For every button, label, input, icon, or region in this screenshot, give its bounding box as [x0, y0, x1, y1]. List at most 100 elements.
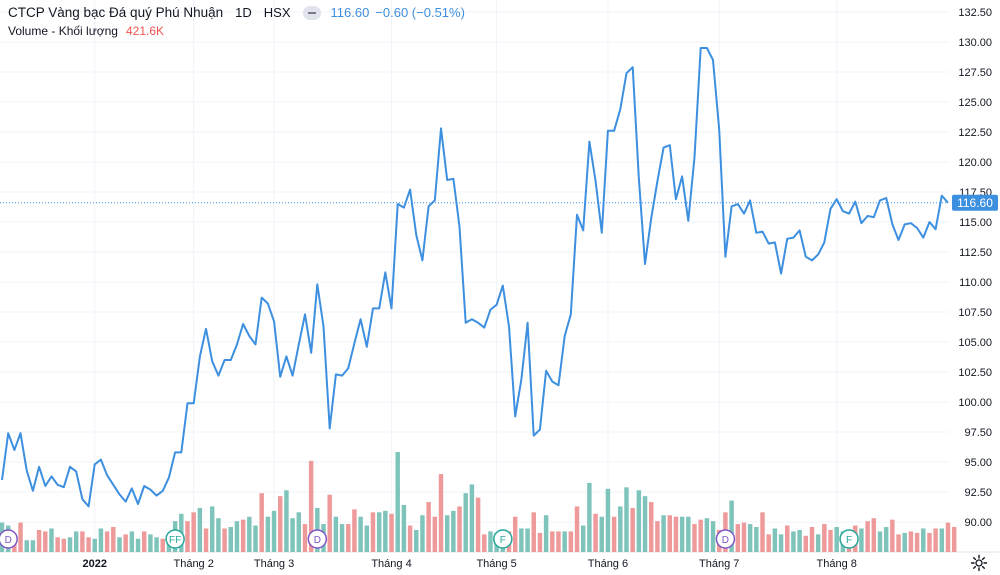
volume-bar [537, 532, 543, 552]
volume-bar [611, 516, 617, 552]
volume-bar [482, 534, 487, 552]
x-tick-label: 2022 [83, 558, 107, 570]
interval-label[interactable]: 1D [235, 5, 252, 20]
volume-bar [933, 528, 938, 552]
event-marker-label: D [5, 535, 12, 546]
volume-bar [86, 537, 91, 552]
event-marker-label: F [846, 535, 852, 546]
x-tick-label: Tháng 8 [817, 558, 857, 570]
volume-bar [661, 515, 666, 552]
volume-bar [883, 527, 889, 552]
y-tick-label: 132.50 [958, 7, 992, 19]
volume-bar [568, 531, 574, 552]
volume-bar [828, 529, 833, 552]
volume-bar [129, 531, 135, 552]
volume-bar [667, 515, 672, 552]
volume-bar [797, 529, 802, 552]
volume-label: Volume - Khối lượng [8, 24, 118, 38]
last-price-tag: 116.60 [952, 194, 998, 211]
volume-bar [822, 524, 827, 552]
event-marker[interactable]: D [0, 529, 18, 549]
y-tick-label: 105.00 [958, 337, 992, 349]
symbol-row: CTCP Vàng bạc Đá quý Phú Nhuận 1D HSX 11… [8, 4, 465, 22]
volume-bar [346, 524, 351, 552]
volume-bar [401, 504, 407, 552]
volume-bar [914, 532, 920, 552]
volume-row: Volume - Khối lượng 421.6K [8, 22, 465, 40]
volume-bar [834, 527, 839, 552]
volume-bar [36, 529, 42, 552]
volume-bar [414, 529, 419, 552]
volume-bar [908, 531, 914, 552]
volume-bar [247, 516, 252, 552]
volume-bar [364, 525, 370, 552]
gear-icon[interactable] [970, 554, 988, 572]
volume-bar [383, 510, 388, 552]
volume-bar [815, 534, 821, 552]
volume-bar [463, 493, 468, 552]
volume-bar [197, 507, 203, 552]
volume-bar [296, 512, 302, 552]
y-tick-label: 112.50 [959, 247, 992, 259]
volume-bar [278, 496, 283, 552]
volume-bar [754, 527, 759, 552]
volume-bar [228, 527, 233, 552]
volume-bar [98, 528, 104, 552]
volume-bar [185, 521, 190, 552]
y-tick-label: 95.00 [964, 457, 992, 469]
volume-bar [141, 531, 147, 552]
time-axis: 2022 Tháng 2 Tháng 3 Tháng 4 Tháng 5 Tháng 6 T… [83, 558, 857, 570]
volume-bar [154, 537, 159, 552]
volume-bar [927, 532, 932, 552]
y-tick-label: 130.00 [958, 37, 992, 49]
y-tick-label: 120.00 [958, 157, 992, 169]
event-marker[interactable]: D [715, 529, 736, 549]
volume-bar [593, 513, 598, 552]
volume-bar [747, 524, 753, 552]
event-marker-label: D [314, 535, 321, 546]
volume-bar [871, 518, 877, 552]
volume-bar [308, 460, 314, 552]
volume-bar [438, 474, 444, 552]
price-line [1, 47, 949, 508]
volume-bar [444, 515, 450, 552]
volume-bar [271, 510, 277, 552]
volume-bar [209, 506, 215, 552]
volume-bar [890, 519, 895, 552]
volume-bar [778, 534, 784, 552]
event-marker[interactable]: FF [165, 529, 185, 549]
volume-bar [451, 510, 456, 552]
collapse-toggle-icon[interactable] [302, 6, 321, 20]
volume-bar [605, 488, 611, 552]
y-tick-label: 107.50 [958, 307, 992, 319]
volume-bar [741, 522, 747, 552]
event-marker[interactable]: D [307, 529, 328, 549]
event-marker[interactable]: F [839, 529, 859, 549]
volume-bar [809, 527, 815, 552]
volume-bar [327, 494, 332, 552]
volume-bar [61, 538, 67, 552]
volume-bar [395, 452, 400, 552]
y-tick-label: 127.50 [958, 67, 992, 79]
volume-bar [735, 524, 741, 552]
event-marker[interactable]: F [493, 529, 513, 549]
volume-bar [352, 509, 357, 552]
volume-bar [333, 516, 339, 552]
volume-bar [896, 534, 901, 552]
volume-bar [290, 518, 295, 552]
volume-bar [92, 538, 97, 552]
volume-bar [951, 527, 957, 552]
volume-bar [587, 482, 592, 552]
volume-bar [30, 540, 36, 552]
volume-bar [686, 516, 691, 552]
event-markers: D FF D F D F [0, 529, 859, 549]
volume-bar [302, 524, 308, 552]
volume-bar [135, 538, 141, 552]
exchange-label: HSX [263, 5, 291, 20]
volume-bar [488, 531, 493, 552]
volume-bar [259, 493, 264, 552]
event-marker-label: F [500, 535, 506, 546]
volume-bar [921, 528, 926, 552]
volume-bar [648, 502, 654, 552]
